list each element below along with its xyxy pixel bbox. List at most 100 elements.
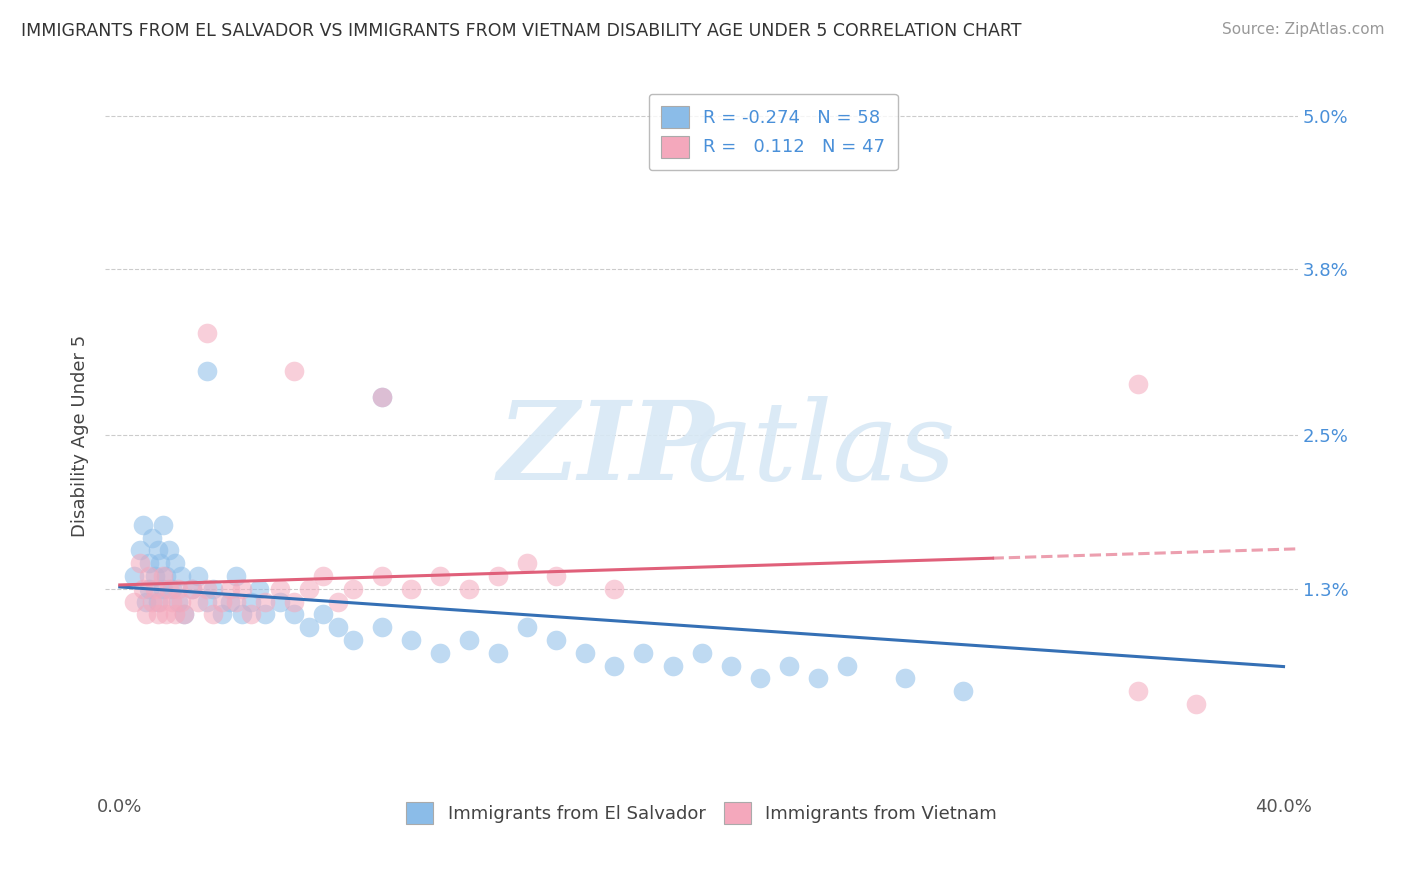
Point xyxy=(181,582,204,596)
Point xyxy=(146,594,169,608)
Point xyxy=(952,684,974,698)
Point xyxy=(149,556,172,570)
Point xyxy=(546,632,568,647)
Point xyxy=(160,582,183,596)
Point xyxy=(486,646,509,660)
Point xyxy=(239,607,262,622)
Point xyxy=(249,582,271,596)
Point xyxy=(837,658,859,673)
Point xyxy=(298,620,321,634)
Point xyxy=(143,569,166,583)
Point xyxy=(124,594,146,608)
Point xyxy=(457,582,479,596)
Point xyxy=(326,594,349,608)
Point xyxy=(342,582,364,596)
Point xyxy=(135,594,157,608)
Point xyxy=(312,569,335,583)
Point xyxy=(155,607,177,622)
Point xyxy=(195,326,218,340)
Point xyxy=(429,569,451,583)
Point xyxy=(778,658,800,673)
Point xyxy=(748,671,770,685)
Point xyxy=(152,517,174,532)
Text: IMMIGRANTS FROM EL SALVADOR VS IMMIGRANTS FROM VIETNAM DISABILITY AGE UNDER 5 CO: IMMIGRANTS FROM EL SALVADOR VS IMMIGRANT… xyxy=(21,22,1022,40)
Point xyxy=(370,569,392,583)
Point xyxy=(187,569,209,583)
Point xyxy=(283,364,305,378)
Point xyxy=(152,582,174,596)
Point xyxy=(138,569,160,583)
Point xyxy=(370,620,392,634)
Point xyxy=(167,594,190,608)
Point xyxy=(298,582,321,596)
Point xyxy=(163,607,186,622)
Point xyxy=(225,594,247,608)
Point xyxy=(516,620,538,634)
Point xyxy=(254,607,277,622)
Point xyxy=(167,582,190,596)
Text: Source: ZipAtlas.com: Source: ZipAtlas.com xyxy=(1222,22,1385,37)
Point xyxy=(181,582,204,596)
Point xyxy=(129,543,152,558)
Legend: Immigrants from El Salvador, Immigrants from Vietnam: Immigrants from El Salvador, Immigrants … xyxy=(395,790,1008,834)
Point xyxy=(633,646,655,660)
Point xyxy=(187,594,209,608)
Point xyxy=(603,658,626,673)
Point xyxy=(170,594,193,608)
Point xyxy=(211,594,233,608)
Point xyxy=(170,569,193,583)
Point xyxy=(211,607,233,622)
Point xyxy=(312,607,335,622)
Point xyxy=(429,646,451,660)
Point xyxy=(201,582,224,596)
Point xyxy=(269,582,291,596)
Point xyxy=(149,594,172,608)
Y-axis label: Disability Age Under 5: Disability Age Under 5 xyxy=(72,334,89,536)
Point xyxy=(283,594,305,608)
Point xyxy=(195,364,218,378)
Point xyxy=(399,632,422,647)
Point xyxy=(283,607,305,622)
Point xyxy=(342,632,364,647)
Point xyxy=(157,543,180,558)
Point xyxy=(1126,684,1149,698)
Point xyxy=(690,646,713,660)
Point xyxy=(135,607,157,622)
Point xyxy=(219,582,242,596)
Point xyxy=(516,556,538,570)
Text: ZIP: ZIP xyxy=(498,396,714,503)
Point xyxy=(486,569,509,583)
Point xyxy=(195,594,218,608)
Point xyxy=(399,582,422,596)
Point xyxy=(173,607,195,622)
Text: atlas: atlas xyxy=(686,396,956,503)
Point xyxy=(231,607,253,622)
Point xyxy=(219,594,242,608)
Point xyxy=(720,658,742,673)
Point xyxy=(326,620,349,634)
Point xyxy=(146,543,169,558)
Point xyxy=(269,594,291,608)
Point xyxy=(546,569,568,583)
Point xyxy=(1185,697,1208,711)
Point xyxy=(225,569,247,583)
Point xyxy=(146,607,169,622)
Point xyxy=(661,658,683,673)
Point xyxy=(138,556,160,570)
Point xyxy=(132,582,155,596)
Point xyxy=(132,517,155,532)
Point xyxy=(141,594,163,608)
Point xyxy=(160,594,183,608)
Point xyxy=(239,594,262,608)
Point xyxy=(138,582,160,596)
Point xyxy=(603,582,626,596)
Point xyxy=(370,390,392,404)
Point xyxy=(152,569,174,583)
Point xyxy=(231,582,253,596)
Point xyxy=(457,632,479,647)
Point xyxy=(807,671,830,685)
Point xyxy=(141,531,163,545)
Point xyxy=(201,607,224,622)
Point xyxy=(254,594,277,608)
Point xyxy=(195,582,218,596)
